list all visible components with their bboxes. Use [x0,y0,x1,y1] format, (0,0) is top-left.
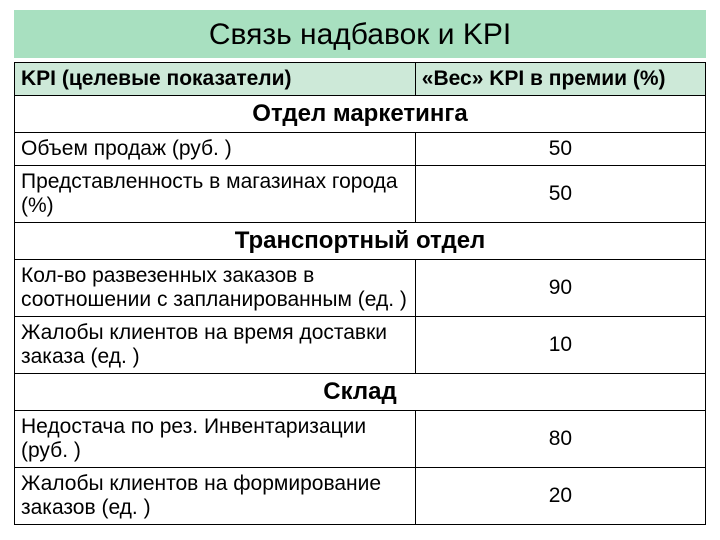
table-row: Объем продаж (руб. ) 50 [15,132,706,165]
section-row: Отдел маркетинга [15,96,706,133]
weight-cell: 50 [415,132,705,165]
table-row: Кол-во развезенных заказов в соотношении… [15,259,706,316]
section-row: Транспортный отдел [15,223,706,260]
table-header-row: KPI (целевые показатели) «Вес» KPI в пре… [15,63,706,96]
table-row: Жалобы клиентов на время доставки заказа… [15,317,706,374]
kpi-cell: Жалобы клиентов на формирование заказов … [15,468,416,525]
header-kpi-label: KPI (целевые показатели) [15,63,416,96]
weight-cell: 90 [415,259,705,316]
kpi-cell: Кол-во развезенных заказов в соотношении… [15,259,416,316]
section-title: Отдел маркетинга [15,96,706,133]
header-weight-label: «Вес» KPI в премии (%) [415,63,705,96]
kpi-cell: Объем продаж (руб. ) [15,132,416,165]
table-row: Представленность в магазинах города (%) … [15,165,706,222]
weight-cell: 10 [415,317,705,374]
kpi-cell: Жалобы клиентов на время доставки заказа… [15,317,416,374]
kpi-table: KPI (целевые показатели) «Вес» KPI в пре… [14,62,706,525]
section-title: Склад [15,374,706,411]
page-root: Связь надбавок и KPI KPI (целевые показа… [0,0,720,525]
page-title: Связь надбавок и KPI [14,10,706,58]
kpi-cell: Представленность в магазинах города (%) [15,165,416,222]
kpi-cell: Недостача по рез. Инвентаризации (руб. ) [15,410,416,467]
section-title: Транспортный отдел [15,223,706,260]
weight-cell: 50 [415,165,705,222]
table-row: Недостача по рез. Инвентаризации (руб. )… [15,410,706,467]
section-row: Склад [15,374,706,411]
weight-cell: 80 [415,410,705,467]
table-row: Жалобы клиентов на формирование заказов … [15,468,706,525]
weight-cell: 20 [415,468,705,525]
